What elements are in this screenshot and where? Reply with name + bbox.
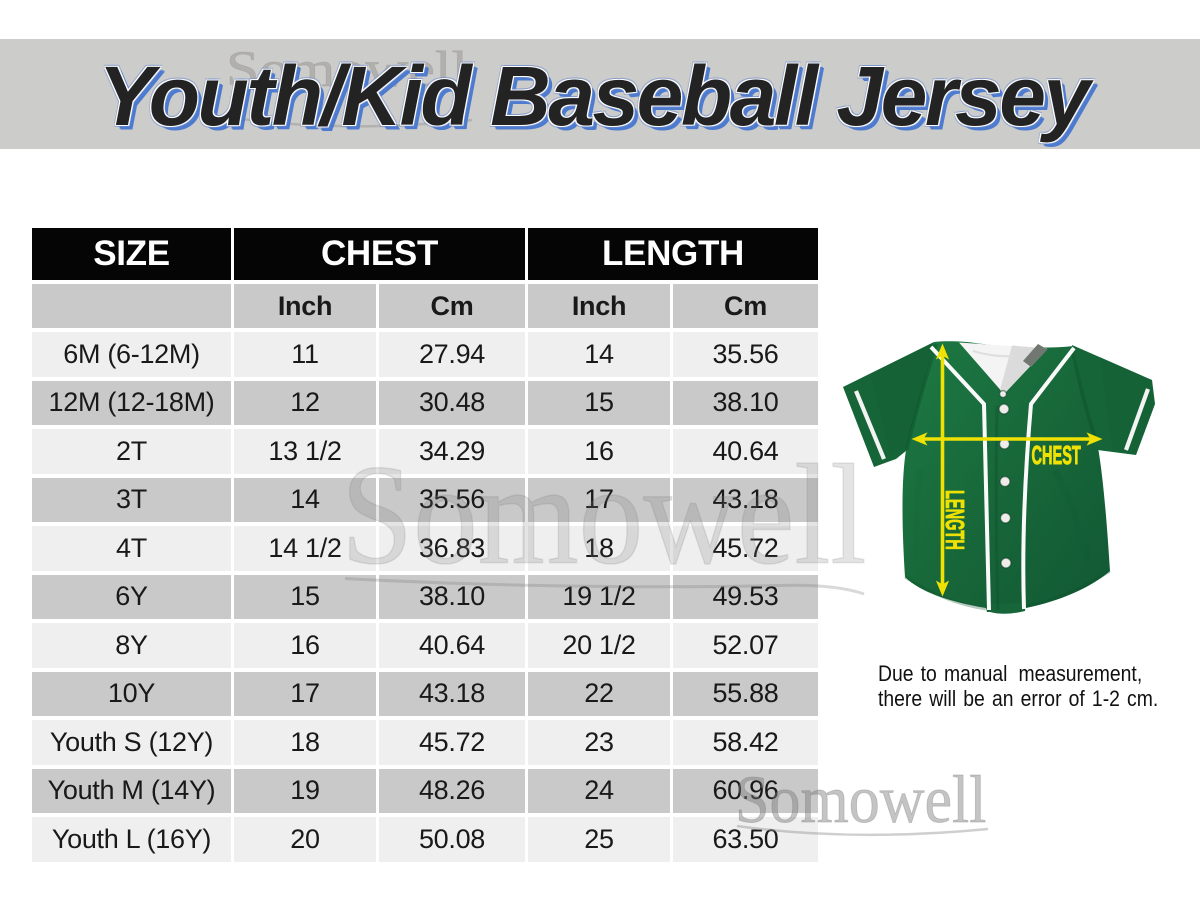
svg-text:CHEST: CHEST — [1032, 442, 1081, 470]
svg-text:LENGTH: LENGTH — [940, 490, 968, 550]
